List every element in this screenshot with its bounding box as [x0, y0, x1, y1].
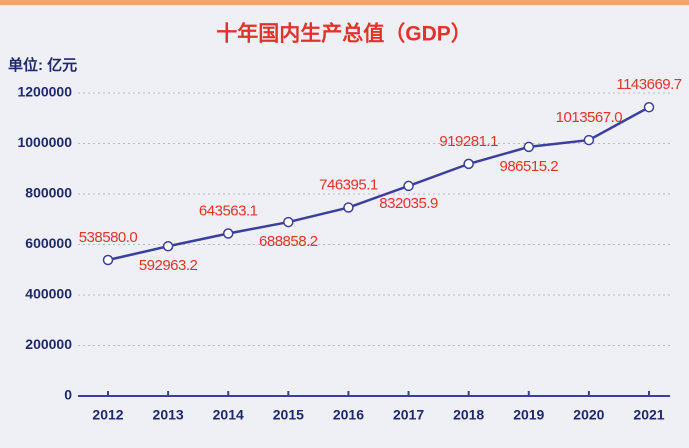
y-tick-label: 400000	[25, 286, 72, 302]
y-tick-label: 0	[64, 387, 72, 403]
chart-title: 十年国内生产总值（GDP）	[216, 22, 472, 46]
x-tick-label: 2012	[92, 407, 123, 423]
data-point	[222, 228, 234, 239]
data-point	[403, 180, 414, 192]
y-tick-label: 200000	[25, 336, 72, 352]
x-tick-label: 2021	[633, 407, 664, 423]
x-tick-label: 2020	[573, 407, 604, 423]
x-tick-label: 2013	[153, 407, 184, 423]
data-label: 1013567.0	[556, 109, 623, 126]
data-label: 592963.2	[139, 257, 198, 274]
x-tick-label: 2016	[333, 407, 364, 423]
data-point	[343, 202, 354, 213]
data-point	[583, 134, 595, 146]
x-tick-label: 2015	[273, 407, 304, 423]
data-label: 688858.2	[259, 233, 318, 250]
data-point	[463, 158, 474, 170]
x-tick-label: 2018	[453, 407, 484, 423]
y-tick-label: 800000	[25, 185, 72, 201]
top-bar	[0, 0, 689, 5]
x-tick-label: 2014	[213, 407, 244, 423]
data-label: 832035.9	[379, 195, 438, 212]
data-label: 986515.2	[499, 158, 558, 175]
data-label: 1143669.7	[616, 76, 681, 93]
data-label: 538580.0	[79, 229, 138, 246]
data-label: 643563.1	[199, 202, 258, 219]
y-tick-label: 1200000	[17, 84, 72, 100]
data-point	[102, 254, 114, 266]
data-line	[107, 106, 650, 262]
y-tick-label: 600000	[25, 235, 72, 251]
data-point	[643, 101, 655, 113]
y-tick-label: 1000000	[17, 134, 72, 150]
x-tick-label: 2017	[393, 407, 424, 423]
unit-label: 单位: 亿元	[8, 56, 77, 74]
data-point	[283, 216, 294, 228]
data-label: 919281.1	[439, 133, 498, 150]
data-point	[523, 141, 535, 153]
data-label: 746395.1	[319, 177, 378, 194]
data-point	[162, 241, 174, 252]
x-tick-label: 2019	[513, 407, 544, 423]
